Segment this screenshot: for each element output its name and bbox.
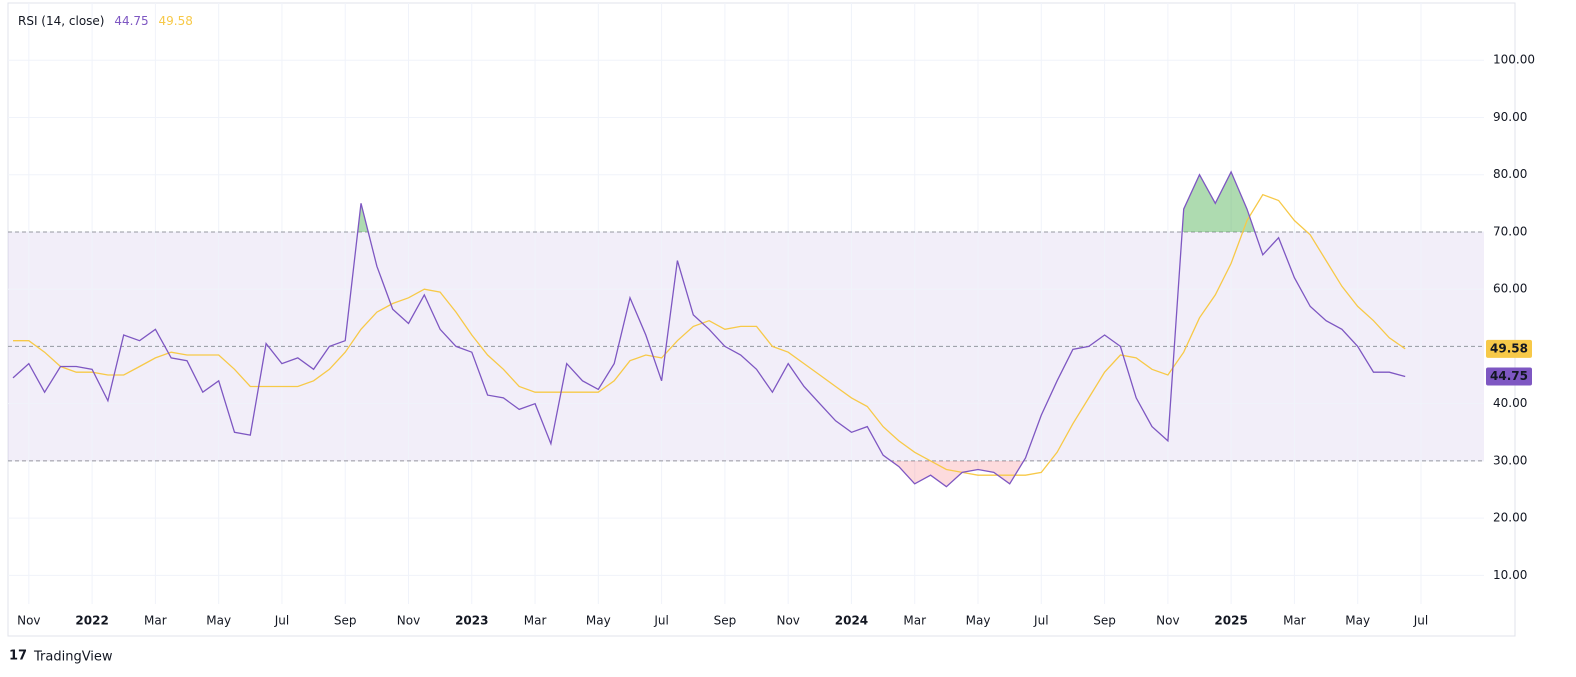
x-tick-label: Jul [1033, 614, 1048, 628]
x-tick-label: May [586, 614, 611, 628]
y-tick-label: 10.00 [1493, 568, 1527, 582]
branding: TradingView [33, 650, 113, 665]
x-tick-label: 2024 [835, 614, 868, 628]
ma-last-value: 49.58 [159, 14, 193, 28]
x-tick-label: Nov [776, 614, 799, 628]
x-tick-label: Mar [144, 614, 167, 628]
svg-text:17: 17 [9, 649, 27, 664]
y-tick-label: 100.00 [1493, 53, 1535, 67]
x-tick-label: Sep [714, 614, 737, 628]
price-badge-label: 44.75 [1490, 369, 1528, 383]
x-tick-label: Nov [17, 614, 40, 628]
legend: RSI (14, close) 44.75 49.58 [18, 14, 193, 28]
chart-frame [7, 2, 1516, 637]
x-tick-label: Sep [334, 614, 357, 628]
x-tick-label: Sep [1093, 614, 1116, 628]
x-tick-label: May [966, 614, 991, 628]
x-tick-label: 2023 [455, 614, 488, 628]
logo: 17 [9, 649, 27, 664]
y-tick-label: 40.00 [1493, 396, 1527, 410]
y-tick-label: 90.00 [1493, 110, 1527, 124]
indicator-title: RSI (14, close) [18, 14, 104, 28]
y-tick-label: 60.00 [1493, 282, 1527, 296]
x-tick-label: Mar [524, 614, 547, 628]
x-tick-label: Mar [1283, 614, 1306, 628]
y-tick-label: 80.00 [1493, 167, 1527, 181]
y-tick-label: 20.00 [1493, 511, 1527, 525]
x-tick-label: Nov [1156, 614, 1179, 628]
x-tick-label: Mar [903, 614, 926, 628]
rsi-line [12, 170, 1406, 488]
x-tick-label: 2025 [1214, 614, 1247, 628]
price-badge-label: 49.58 [1490, 341, 1528, 355]
x-tick-label: 2022 [75, 614, 108, 628]
x-tick-label: Jul [274, 614, 289, 628]
x-tick-label: Jul [653, 614, 668, 628]
price-badge [1486, 367, 1532, 386]
price-badge [1486, 339, 1532, 358]
x-tick-label: May [1345, 614, 1370, 628]
x-tick-label: Nov [397, 614, 420, 628]
x-tick-label: Jul [1413, 614, 1428, 628]
y-tick-label: 30.00 [1493, 453, 1527, 467]
rsi-last-value: 44.75 [114, 14, 148, 28]
x-tick-label: May [206, 614, 231, 628]
overbought-fill [13, 171, 1406, 232]
y-tick-label: 70.00 [1493, 224, 1527, 238]
